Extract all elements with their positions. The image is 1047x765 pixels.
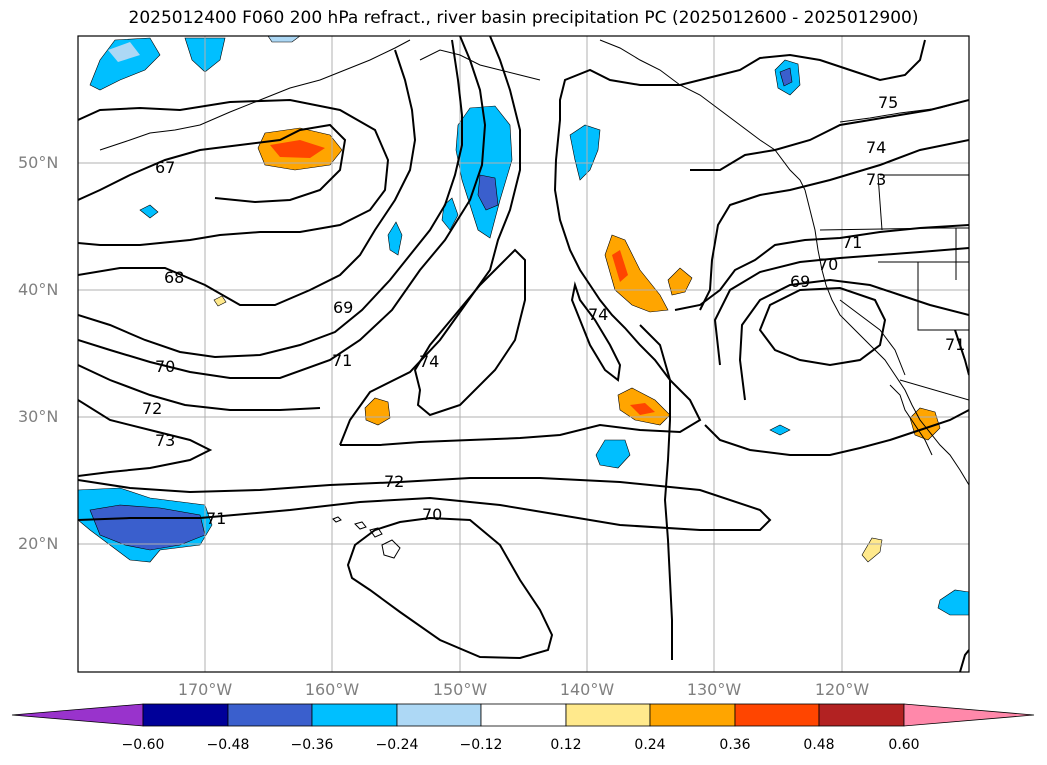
lon-label: 160°W bbox=[304, 680, 360, 699]
contour-label: 71 bbox=[842, 233, 862, 252]
contour-label: 71 bbox=[945, 335, 965, 354]
contour-label: 72 bbox=[384, 472, 404, 491]
colorbar-tick-label: −0.24 bbox=[375, 737, 419, 753]
graticule bbox=[78, 36, 969, 672]
map-frame bbox=[77, 35, 970, 673]
contour-label: 74 bbox=[588, 305, 608, 324]
contour-label: 74 bbox=[419, 352, 439, 371]
colorbar-tick-label: 0.36 bbox=[719, 737, 751, 753]
colorbar-tick-label: 0.24 bbox=[634, 737, 666, 753]
lon-label: 170°W bbox=[177, 680, 233, 699]
contour-label: 68 bbox=[164, 268, 184, 287]
lon-label: 150°W bbox=[432, 680, 488, 699]
lon-label: 140°W bbox=[559, 680, 615, 699]
colorbar-tick-label: 0.60 bbox=[888, 737, 920, 753]
colorbar-tick-label: 0.48 bbox=[803, 737, 835, 753]
contour-label: 73 bbox=[155, 431, 175, 450]
lat-label: 30°N bbox=[18, 407, 59, 426]
map-title: 2025012400 F060 200 hPa refract., river … bbox=[128, 8, 919, 28]
contour-label: 71 bbox=[332, 351, 352, 370]
contour-label: 73 bbox=[866, 170, 886, 189]
contour-label: 70 bbox=[422, 505, 442, 524]
contour-label: 72 bbox=[142, 399, 162, 418]
contour-labels: 67 68 69 70 71 72 73 74 75 74 73 71 70 6… bbox=[142, 93, 965, 528]
lat-label: 20°N bbox=[18, 534, 59, 553]
contour-label: 71 bbox=[206, 509, 226, 528]
hawaiian-islands bbox=[332, 516, 401, 559]
colorbar-tick-label: −0.12 bbox=[459, 737, 503, 753]
lon-label: 120°W bbox=[814, 680, 870, 699]
coastlines bbox=[99, 39, 969, 486]
positive-anomaly-shading bbox=[213, 127, 941, 563]
contour-label: 69 bbox=[333, 298, 353, 317]
colorbar-tick-label: −0.48 bbox=[206, 737, 250, 753]
contour-label: 70 bbox=[155, 357, 175, 376]
colorbar-tick-label: −0.36 bbox=[290, 737, 334, 753]
negative-anomaly-shading bbox=[78, 36, 969, 616]
colorbar-tick-label: −0.60 bbox=[121, 737, 165, 753]
contour-label: 74 bbox=[866, 138, 886, 157]
lat-label: 50°N bbox=[18, 153, 59, 172]
contour-label: 70 bbox=[818, 255, 838, 274]
colorbar bbox=[11, 703, 1035, 727]
contour-label: 67 bbox=[155, 158, 175, 177]
refractivity-contours bbox=[78, 36, 969, 672]
lon-label: 130°W bbox=[686, 680, 742, 699]
map-area: 67 68 69 70 71 72 73 74 75 74 73 71 70 6… bbox=[78, 36, 969, 672]
lat-label: 40°N bbox=[18, 280, 59, 299]
contour-label: 69 bbox=[790, 272, 810, 291]
colorbar-tick-label: 0.12 bbox=[550, 737, 582, 753]
contour-label: 75 bbox=[878, 93, 898, 112]
